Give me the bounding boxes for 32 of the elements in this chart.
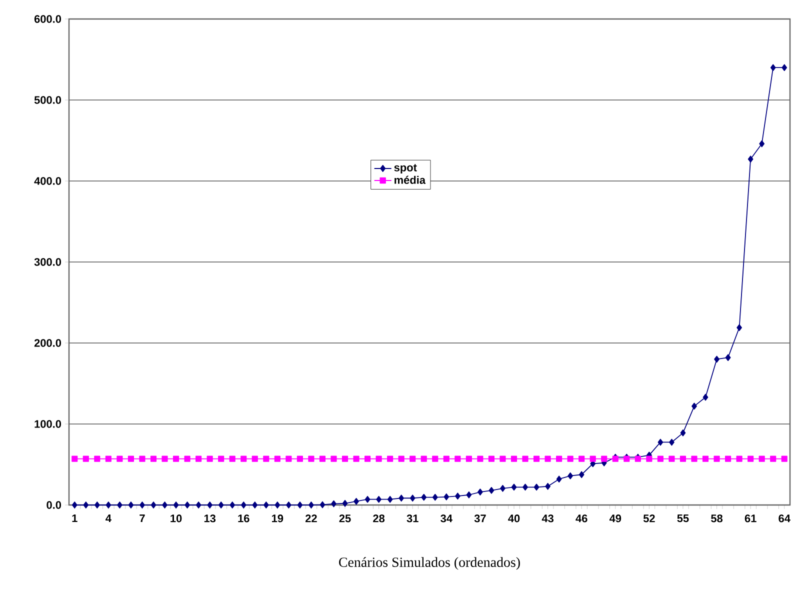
x-tick-label: 49 — [609, 514, 622, 522]
x-tick-label: 1 — [72, 514, 78, 522]
x-tick-label: 58 — [711, 514, 723, 522]
x-tick-label: 28 — [373, 514, 385, 522]
x-tick-label: 25 — [339, 514, 351, 522]
x-tick-label: 16 — [238, 514, 250, 522]
x-tick-label: 64 — [778, 514, 790, 522]
x-tick-label: 22 — [305, 514, 317, 522]
x-tick-label: 34 — [440, 514, 452, 522]
y-tick-label: 200.0 — [34, 339, 62, 347]
y-tick-label: 400.0 — [34, 177, 62, 185]
legend-label: spot — [394, 164, 417, 174]
x-tick-label: 55 — [677, 514, 689, 522]
x-tick-label: 7 — [140, 514, 145, 522]
y-tick-label: 100.0 — [34, 420, 62, 428]
x-tick-label: 46 — [576, 514, 588, 522]
x-tick-label: 13 — [204, 514, 216, 522]
y-tick-label: 300.0 — [34, 258, 62, 266]
x-tick-label: 10 — [170, 514, 182, 522]
x-tick-label: 31 — [406, 514, 418, 522]
x-tick-label: 52 — [643, 514, 655, 522]
x-tick-label: 37 — [474, 514, 486, 522]
x-tick-label: 19 — [272, 514, 284, 522]
y-tick-label: 0.0 — [46, 501, 62, 509]
x-tick-label: 43 — [542, 514, 554, 522]
y-tick-label: 600.0 — [34, 15, 62, 23]
legend-label: média — [394, 176, 426, 184]
x-tick-label: 40 — [508, 514, 520, 522]
x-axis-title: Cenários Simulados (ordenados) — [339, 557, 520, 570]
x-tick-label: 4 — [106, 514, 112, 522]
x-tick-label: 61 — [744, 514, 756, 522]
y-tick-label: 500.0 — [34, 96, 62, 104]
